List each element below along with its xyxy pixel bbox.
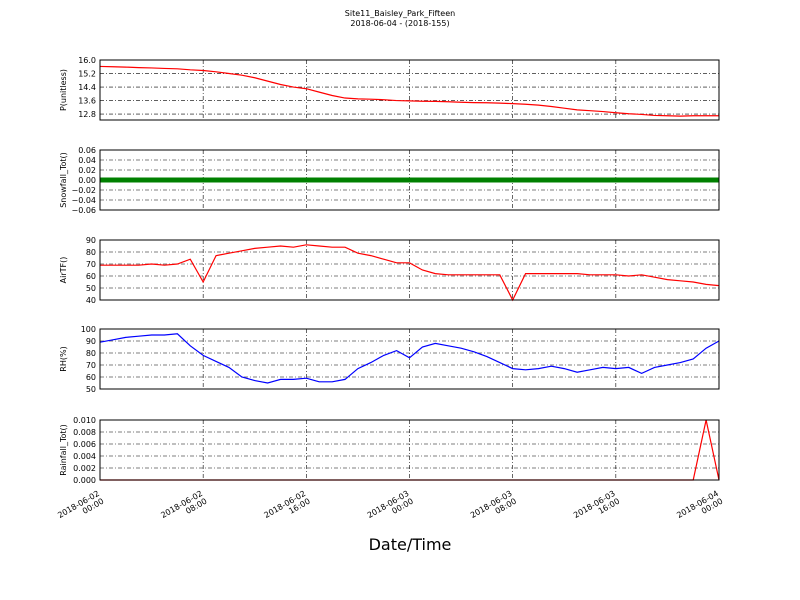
y-axis-label: AirTF() — [59, 257, 68, 284]
y-tick-label: 60 — [86, 272, 96, 281]
y-tick-label: 15.2 — [78, 70, 96, 79]
x-tick-label: 2018-06-0300:00 — [366, 489, 415, 528]
y-axis-label: RH(%) — [59, 346, 68, 371]
plot-frame — [99, 419, 720, 481]
y-tick-label: 13.6 — [78, 97, 96, 106]
x-tick-label: 2018-06-0216:00 — [263, 489, 312, 528]
y-tick-label: −0.06 — [71, 206, 96, 215]
x-tick-label: 2018-06-0316:00 — [572, 489, 621, 528]
y-axis-label: Snowfall_Tot() — [59, 152, 68, 208]
y-tick-label: 0.002 — [73, 464, 96, 473]
y-tick-label: 50 — [86, 385, 96, 394]
y-tick-label: 14.4 — [78, 83, 96, 92]
panel: 12.8 13.6 14.4 15.2 16.0 P(unitless) — [59, 56, 720, 121]
y-axis-label: Rainfall_Tot() — [59, 424, 68, 476]
x-tick-label: 2018-06-0200:00 — [56, 489, 105, 528]
y-tick-label: −0.04 — [71, 196, 96, 205]
data-line — [99, 65, 719, 117]
y-tick-label: 50 — [86, 284, 96, 293]
panel: 50 60 70 80 90 100 RH(%) — [59, 325, 720, 394]
figure-title: Site11_Baisley_Park_Fifteen — [345, 9, 455, 18]
figure-subtitle: 2018-06-04 - (2018-155) — [350, 19, 449, 28]
plot-frame — [99, 328, 720, 390]
x-tick-label: 2018-06-0308:00 — [469, 489, 518, 528]
y-tick-label: 100 — [81, 325, 96, 334]
y-axis-label: P(unitless) — [59, 69, 68, 111]
y-tick-label: 0.06 — [78, 146, 96, 155]
plot-frame — [99, 239, 720, 301]
plot-frame — [99, 149, 720, 211]
y-tick-label: 80 — [86, 248, 96, 257]
x-tick-label: 2018-06-0208:00 — [159, 489, 208, 528]
y-tick-label: 0.04 — [78, 156, 96, 165]
x-axis-label: Date/Time — [369, 535, 452, 554]
y-tick-label: 90 — [86, 337, 96, 346]
y-tick-label: 60 — [86, 373, 96, 382]
y-tick-label: 16.0 — [78, 56, 96, 65]
y-tick-label: 0.00 — [78, 176, 96, 185]
data-line — [100, 244, 720, 302]
plot-frame — [99, 59, 720, 121]
y-tick-label: 70 — [86, 361, 96, 370]
y-tick-label: 0.010 — [73, 416, 96, 425]
panel: 40 50 60 70 80 90 AirTF() — [59, 236, 720, 305]
x-tick-label: 2018-06-0400:00 — [675, 489, 724, 528]
y-tick-label: −0.02 — [71, 186, 96, 195]
y-tick-label: 40 — [86, 296, 96, 305]
y-tick-label: 90 — [86, 236, 96, 245]
y-tick-label: 0.02 — [78, 166, 96, 175]
y-tick-label: 0.006 — [73, 440, 96, 449]
y-tick-label: 80 — [86, 349, 96, 358]
y-tick-label: 70 — [86, 260, 96, 269]
panel: 0.000 0.002 0.004 0.006 0.008 0.010 2018-06-02… — [56, 416, 724, 528]
data-line — [99, 333, 720, 384]
y-tick-label: 12.8 — [78, 110, 96, 119]
y-tick-label: 0.008 — [73, 428, 96, 437]
panel: −0.06−0.04−0.020.000.020.040.06 Snowfall_… — [59, 146, 720, 215]
y-tick-label: 0.004 — [73, 452, 96, 461]
y-tick-label: 0.000 — [73, 476, 96, 485]
